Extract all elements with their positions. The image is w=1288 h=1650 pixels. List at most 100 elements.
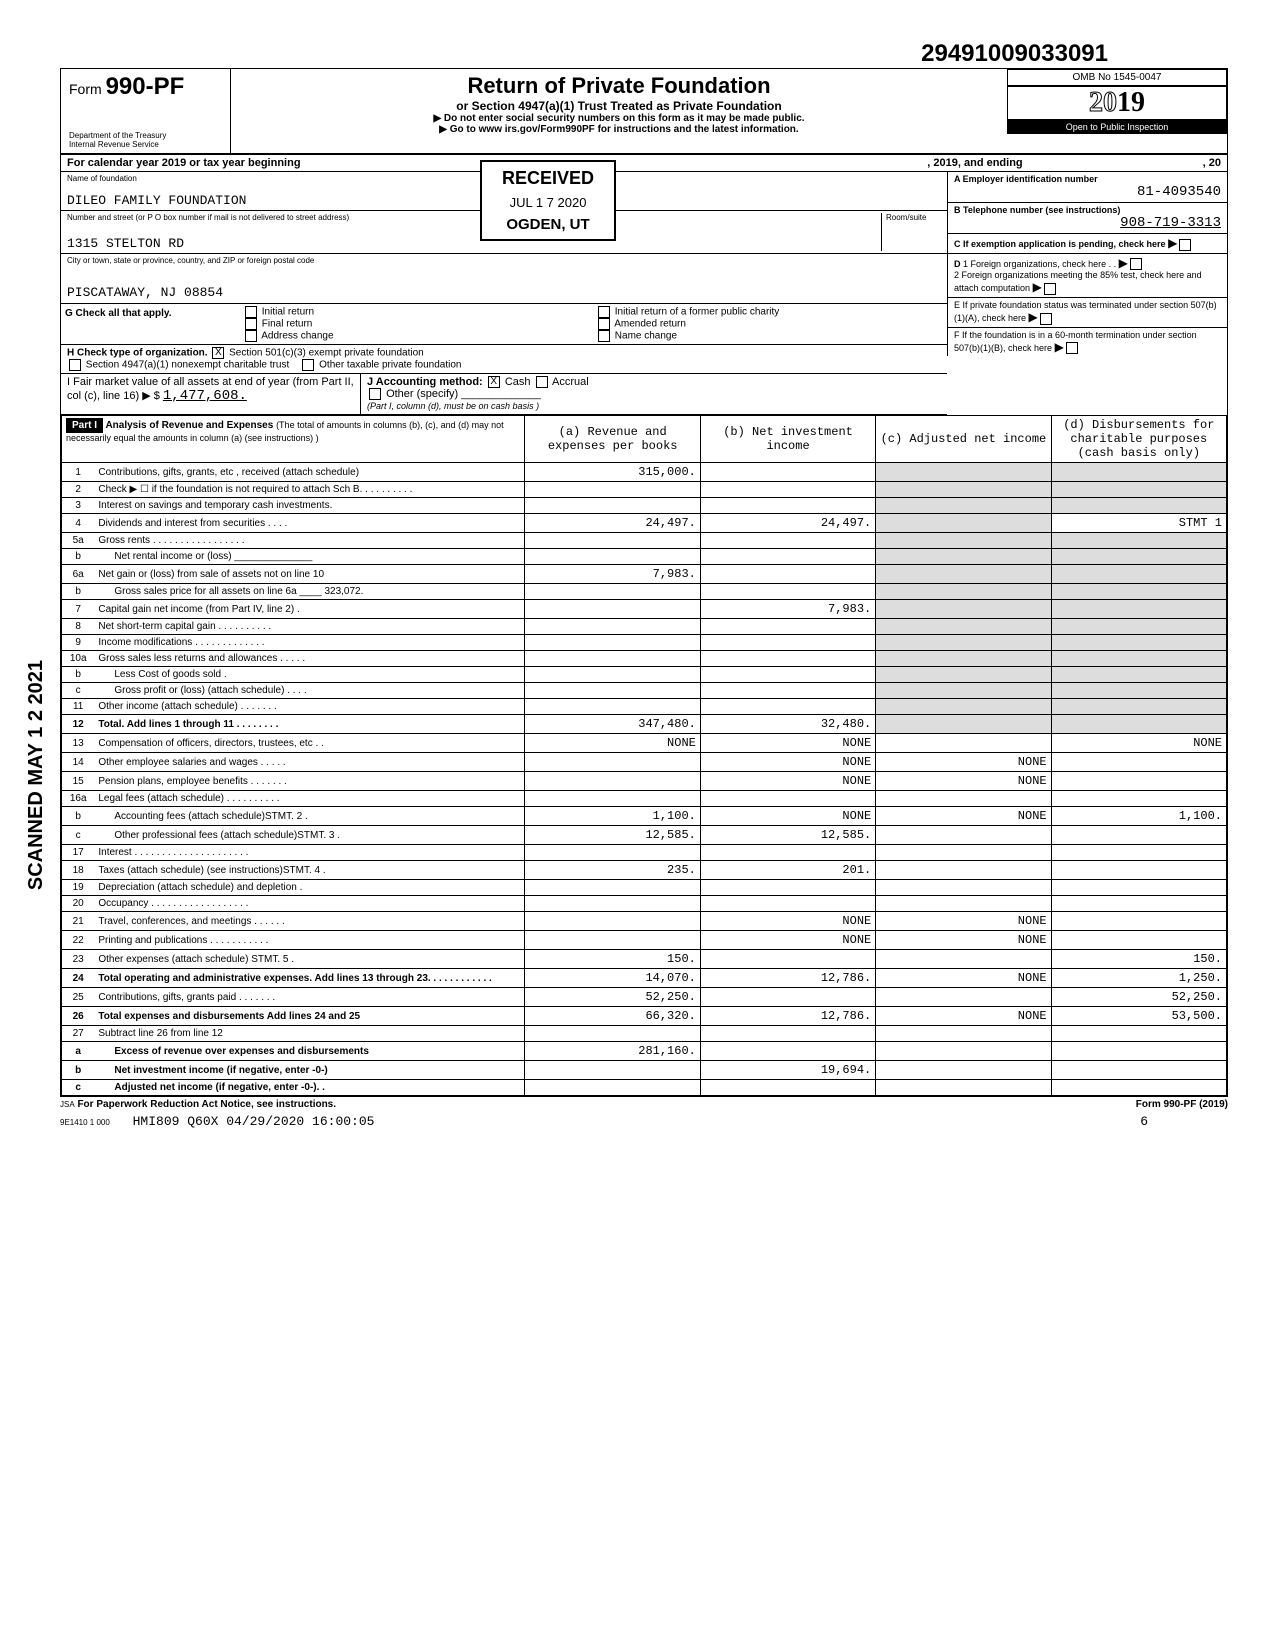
cell-value: 281,160. — [525, 1042, 700, 1061]
checkbox-amended[interactable] — [598, 318, 610, 330]
checkbox-address-change[interactable] — [245, 330, 257, 342]
box-d2: 2 Foreign organizations meeting the 85% … — [954, 270, 1202, 293]
header-right: OMB No 1545-0047 2019 Open to Public Ins… — [1007, 69, 1227, 153]
table-row: 26Total expenses and disbursements Add l… — [62, 1007, 1227, 1026]
cell-value — [525, 651, 700, 667]
cell-value — [876, 584, 1051, 600]
cell-value — [876, 498, 1051, 514]
checkbox-exemption-pending[interactable] — [1179, 239, 1191, 251]
cell-value — [1051, 1061, 1226, 1080]
row-description: Accounting fees (attach schedule)STMT. 2… — [94, 807, 525, 826]
checkbox-d2[interactable] — [1044, 283, 1056, 295]
cell-value — [525, 791, 700, 807]
cell-value — [1051, 498, 1226, 514]
table-row: 16aLegal fees (attach schedule) . . . . … — [62, 791, 1227, 807]
row-description: Gross rents . . . . . . . . . . . . . . … — [94, 533, 525, 549]
box-b-label: B Telephone number (see instructions) — [954, 205, 1221, 215]
checkbox-f[interactable] — [1066, 342, 1078, 354]
row-number: 24 — [62, 969, 95, 988]
checkbox-former-charity[interactable] — [598, 306, 610, 318]
cell-value — [525, 845, 700, 861]
cell-value — [876, 861, 1051, 880]
row-description: Net investment income (if negative, ente… — [94, 1061, 525, 1080]
row-number: 15 — [62, 772, 95, 791]
row-number: c — [62, 1080, 95, 1096]
cell-value — [525, 880, 700, 896]
cell-value: 1,100. — [525, 807, 700, 826]
cell-value — [525, 600, 700, 619]
cell-value — [525, 1080, 700, 1096]
row-number: 13 — [62, 734, 95, 753]
table-row: aExcess of revenue over expenses and dis… — [62, 1042, 1227, 1061]
checkbox-final-return[interactable] — [245, 318, 257, 330]
row-number: 8 — [62, 619, 95, 635]
scanned-stamp: SCANNED MAY 1 2 2021 — [25, 660, 48, 890]
row-description: Occupancy . . . . . . . . . . . . . . . … — [94, 896, 525, 912]
table-row: cGross profit or (loss) (attach schedule… — [62, 683, 1227, 699]
cell-value: NONE — [700, 753, 875, 772]
cell-value — [1051, 600, 1226, 619]
form-title: Return of Private Foundation — [235, 73, 1003, 99]
public-inspection: Open to Public Inspection — [1007, 120, 1227, 134]
checkbox-cash[interactable]: X — [488, 376, 500, 388]
table-row: cOther professional fees (attach schedul… — [62, 826, 1227, 845]
cell-value — [700, 667, 875, 683]
checkbox-e[interactable] — [1040, 313, 1052, 325]
j-label: J Accounting method: — [367, 376, 483, 388]
row-number: 18 — [62, 861, 95, 880]
cell-value — [876, 533, 1051, 549]
g-opt-4: Amended return — [614, 319, 686, 330]
cell-value — [876, 549, 1051, 565]
cell-value — [1051, 1080, 1226, 1096]
row-number: 19 — [62, 880, 95, 896]
g-opt-2: Address change — [261, 331, 333, 342]
checkbox-accrual[interactable] — [536, 376, 548, 388]
row-number: 25 — [62, 988, 95, 1007]
row-description: Depreciation (attach schedule) and deple… — [94, 880, 525, 896]
cell-value: NONE — [876, 912, 1051, 931]
cell-value: 201. — [700, 861, 875, 880]
checkbox-d1[interactable] — [1130, 258, 1142, 270]
checkbox-initial-return[interactable] — [245, 306, 257, 318]
cell-value — [700, 635, 875, 651]
checkbox-other-method[interactable] — [369, 388, 381, 400]
checkbox-other-taxable[interactable] — [302, 359, 314, 371]
cell-value — [700, 565, 875, 584]
checkbox-501c3[interactable]: X — [212, 347, 224, 359]
row-description: Gross sales price for all assets on line… — [94, 584, 525, 600]
row-number: c — [62, 683, 95, 699]
cell-value — [876, 734, 1051, 753]
cell-value: 52,250. — [525, 988, 700, 1007]
checkbox-4947[interactable] — [69, 359, 81, 371]
cell-value — [1051, 565, 1226, 584]
received-stamp: RECEIVED JUL 1 7 2020 OGDEN, UT — [480, 160, 616, 241]
row-description: Other employee salaries and wages . . . … — [94, 753, 525, 772]
checkbox-name-change[interactable] — [598, 330, 610, 342]
row-description: Net short-term capital gain . . . . . . … — [94, 619, 525, 635]
foundation-address: 1315 STELTON RD — [67, 236, 881, 251]
part1-badge: Part I — [66, 418, 103, 433]
cell-value — [700, 845, 875, 861]
foundation-city: PISCATAWAY, NJ 08854 — [67, 285, 941, 300]
h-opt1: Section 501(c)(3) exempt private foundat… — [229, 348, 424, 359]
row-number: 20 — [62, 896, 95, 912]
cell-value — [876, 715, 1051, 734]
row-number: 27 — [62, 1026, 95, 1042]
table-row: 5aGross rents . . . . . . . . . . . . . … — [62, 533, 1227, 549]
cal-end: , 20 — [1203, 157, 1221, 169]
cell-value — [700, 651, 875, 667]
cell-value — [700, 988, 875, 1007]
table-row: 3Interest on savings and temporary cash … — [62, 498, 1227, 514]
j-other: Other (specify) — [386, 388, 458, 400]
cell-value — [876, 950, 1051, 969]
cell-value: NONE — [700, 931, 875, 950]
cell-value — [876, 988, 1051, 1007]
row-description: Legal fees (attach schedule) . . . . . .… — [94, 791, 525, 807]
cell-value — [876, 667, 1051, 683]
cell-value — [876, 1042, 1051, 1061]
col-d-header: (d) Disbursements for charitable purpose… — [1051, 416, 1226, 463]
table-row: 13Compensation of officers, directors, t… — [62, 734, 1227, 753]
cell-value — [876, 565, 1051, 584]
cell-value: NONE — [876, 931, 1051, 950]
dln: 29491009033091 — [60, 40, 1228, 68]
